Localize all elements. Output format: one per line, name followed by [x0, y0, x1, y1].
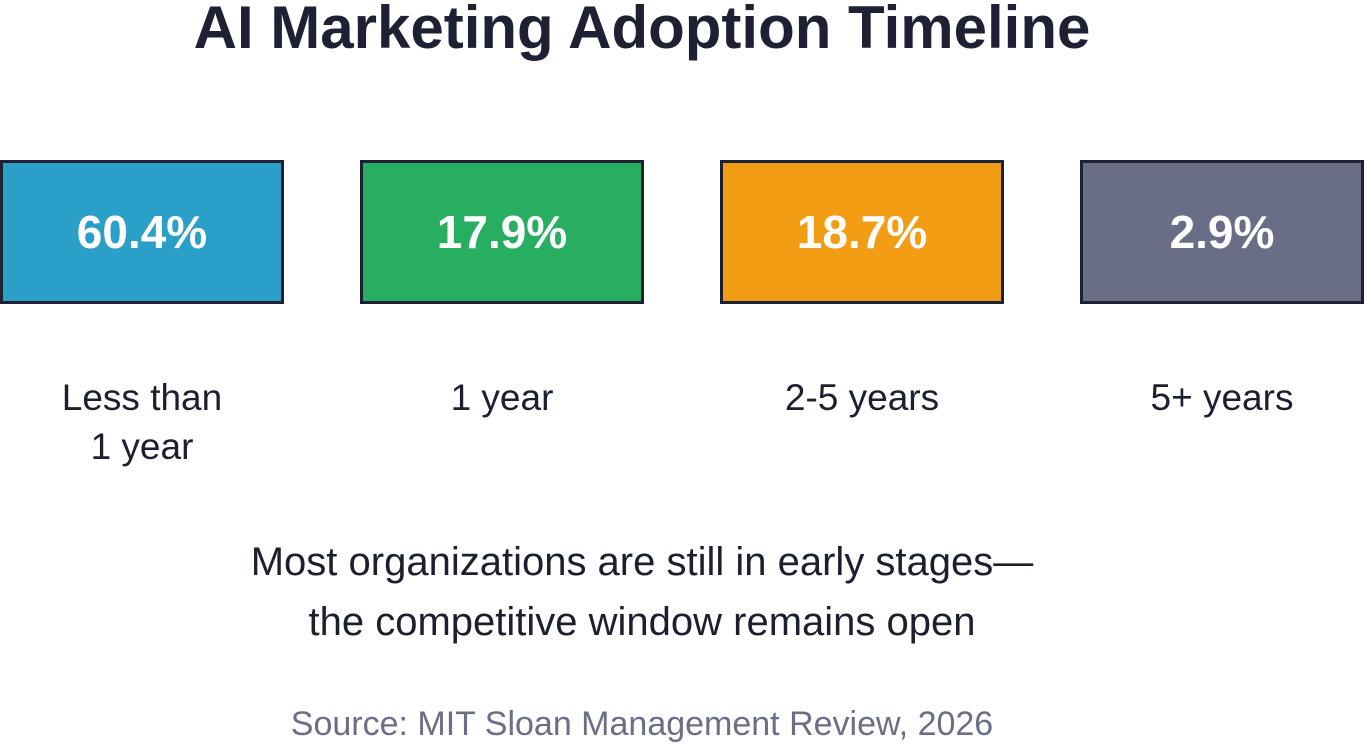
takeaway-annotation: Most organizations are still in early st… — [0, 532, 1284, 652]
value-label-5-plus-years: 2.9% — [1169, 206, 1275, 258]
timeline-box-5-plus-years: 2.9% — [1080, 160, 1364, 304]
timeline-box-1-year: 17.9% — [360, 160, 644, 304]
takeaway-line-2: the competitive window remains open — [308, 600, 976, 644]
value-label-less-than-1-year: 60.4% — [76, 206, 208, 258]
category-label-5-plus-years: 5+ years — [1150, 377, 1294, 418]
category-label-2-5-years: 2-5 years — [784, 377, 940, 418]
source-note: Source: MIT Sloan Management Review, 202… — [290, 705, 994, 743]
chart-title: AI Marketing Adoption Timeline — [193, 0, 1091, 61]
takeaway-line-1: Most organizations are still in early st… — [250, 540, 1034, 584]
timeline-box-less-than-1-year: 60.4% — [0, 160, 284, 304]
value-label-2-5-years: 18.7% — [796, 206, 928, 258]
timeline-box-2-5-years: 18.7% — [720, 160, 1004, 304]
category-label-1-year: 1 year — [450, 377, 554, 418]
category-label-less-than-1-year: Less than 1 year — [61, 377, 223, 467]
value-label-1-year: 17.9% — [436, 206, 568, 258]
